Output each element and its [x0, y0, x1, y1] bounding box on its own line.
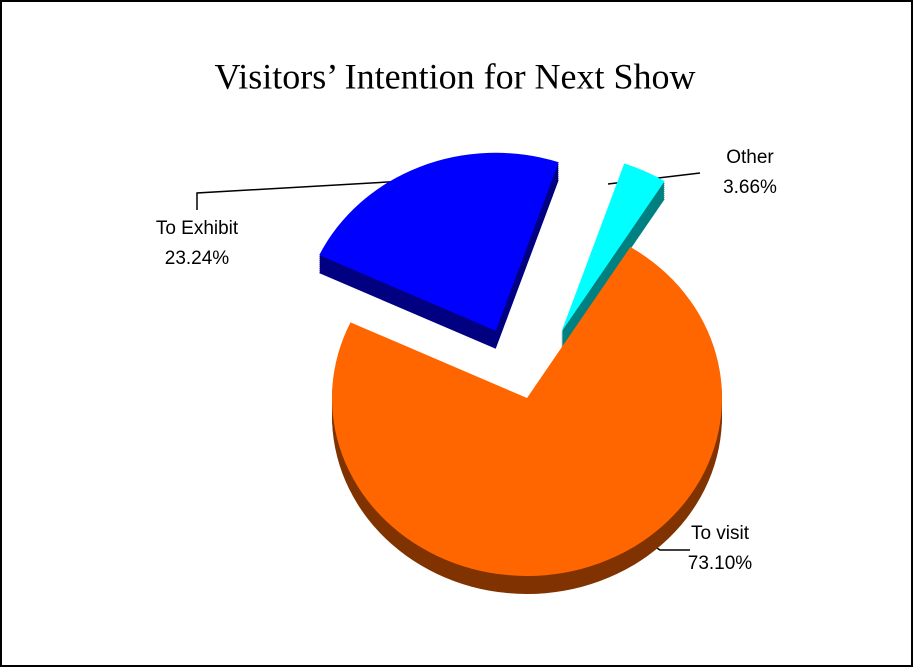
slice: [319, 152, 559, 331]
slice: [331, 247, 722, 577]
slice-label: Other: [726, 147, 774, 168]
leader-line: [196, 180, 406, 210]
slice: [561, 163, 665, 333]
slice-label: To Exhibit: [156, 218, 239, 239]
slice-value-label: 3.66%: [723, 177, 777, 198]
pie: [319, 152, 723, 594]
slice-value-label: 23.24%: [165, 248, 230, 269]
slice-value-label: 73.10%: [688, 553, 753, 574]
slice-label: To visit: [691, 523, 750, 544]
labels: To visit 73.10% To Exhibit 23.24% Other 3.66%: [156, 147, 777, 574]
chart-title: Visitors’ Intention for Next Show: [214, 56, 695, 96]
